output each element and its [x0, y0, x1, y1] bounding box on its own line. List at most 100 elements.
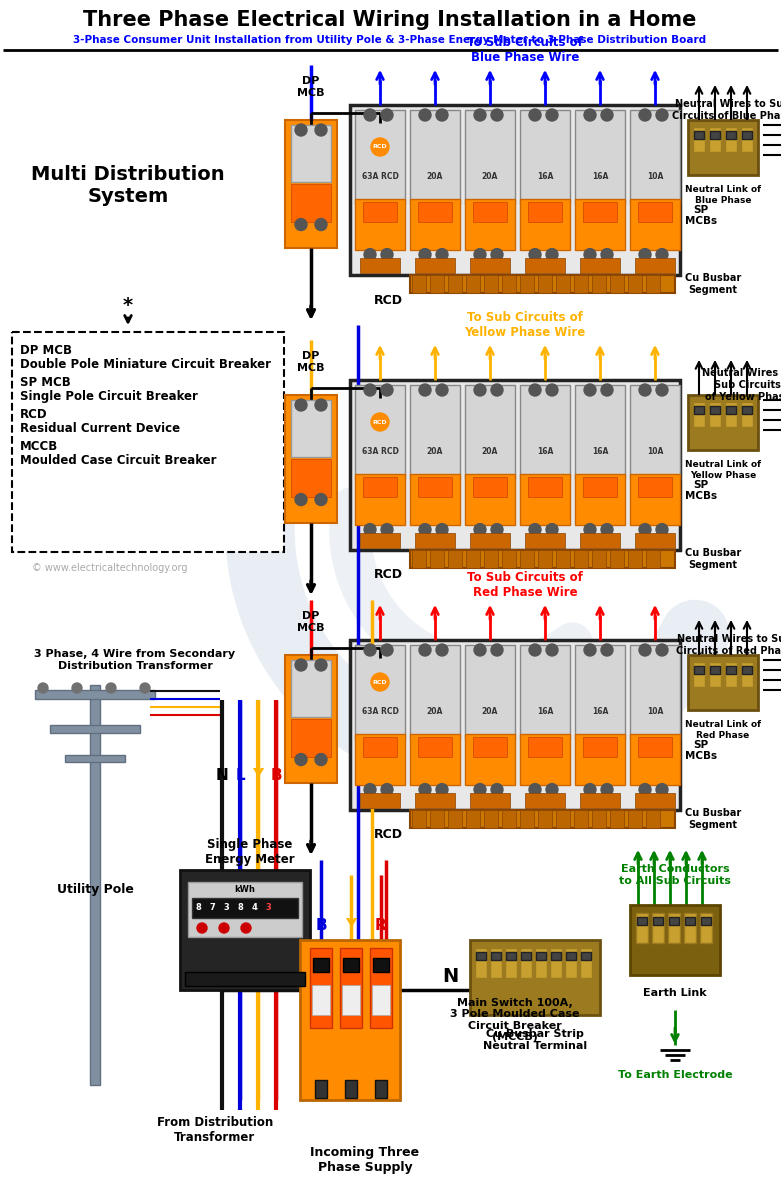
Text: SP
MCBs: SP MCBs	[685, 739, 717, 761]
Text: *: *	[123, 295, 133, 314]
Bar	[630, 474, 680, 524]
Bar	[583, 202, 617, 222]
Bar	[65, 755, 125, 762]
Bar	[35, 690, 155, 698]
Bar	[418, 202, 452, 222]
Text: Single Phase
Energy Meter: Single Phase Energy Meter	[205, 838, 294, 866]
Bar	[520, 646, 570, 738]
Bar	[710, 406, 720, 414]
Circle shape	[419, 644, 431, 656]
Text: 3: 3	[265, 904, 271, 912]
Circle shape	[601, 384, 613, 396]
Circle shape	[436, 109, 448, 121]
Bar	[415, 258, 455, 274]
Circle shape	[364, 384, 376, 396]
Text: RCD: RCD	[373, 679, 387, 684]
Bar	[350, 380, 680, 550]
Bar	[630, 385, 680, 479]
Bar	[50, 725, 140, 733]
Circle shape	[364, 784, 376, 796]
Text: Cu Busbar Strip
Neutral Terminal: Cu Busbar Strip Neutral Terminal	[483, 1030, 587, 1051]
Text: To Sub Circuits of
Yellow Phase Wire: To Sub Circuits of Yellow Phase Wire	[465, 311, 586, 338]
Bar	[373, 958, 389, 972]
Bar	[635, 258, 675, 274]
Bar	[520, 385, 570, 479]
Bar	[575, 733, 625, 785]
Text: 20A: 20A	[426, 707, 443, 716]
Bar	[536, 952, 546, 960]
Bar	[668, 913, 680, 943]
Text: RCD: RCD	[373, 420, 387, 425]
Circle shape	[295, 124, 307, 136]
Bar	[709, 402, 721, 427]
Bar	[610, 810, 624, 828]
Circle shape	[371, 138, 389, 156]
Circle shape	[529, 109, 541, 121]
Text: 16A: 16A	[592, 446, 608, 456]
Text: 16A: 16A	[537, 446, 553, 456]
Bar	[502, 550, 516, 568]
Bar	[550, 948, 562, 978]
Bar	[580, 258, 620, 274]
Bar	[638, 202, 672, 222]
Bar	[628, 550, 642, 568]
Text: kWh: kWh	[234, 886, 255, 894]
Text: R: R	[375, 918, 387, 934]
Circle shape	[106, 683, 116, 692]
Bar	[430, 275, 444, 293]
Circle shape	[491, 523, 503, 535]
Text: Cu Busbar
Segment: Cu Busbar Segment	[685, 274, 741, 295]
Bar	[291, 719, 331, 757]
Text: Moulded Case Circuit Breaker: Moulded Case Circuit Breaker	[20, 454, 216, 467]
Bar	[363, 737, 397, 757]
Bar	[583, 737, 617, 757]
Bar	[291, 458, 331, 497]
Bar	[476, 952, 486, 960]
Text: 20A: 20A	[482, 446, 498, 456]
Bar	[350, 640, 680, 810]
Bar	[355, 198, 405, 250]
Circle shape	[546, 644, 558, 656]
Bar	[473, 476, 507, 497]
Circle shape	[491, 784, 503, 796]
Text: 8: 8	[195, 904, 201, 912]
Circle shape	[381, 784, 393, 796]
Bar	[725, 127, 737, 152]
Text: Incoming Three
Phase Supply: Incoming Three Phase Supply	[310, 1146, 419, 1174]
Bar	[741, 662, 753, 686]
Text: Neutral Wires to Sub
Circuits of Blue Phase: Neutral Wires to Sub Circuits of Blue Ph…	[672, 100, 781, 121]
Circle shape	[639, 784, 651, 796]
Bar	[520, 550, 534, 568]
Bar	[465, 733, 515, 785]
Text: Cu Busbar
Segment: Cu Busbar Segment	[685, 548, 741, 570]
Circle shape	[546, 109, 558, 121]
Circle shape	[584, 523, 596, 535]
Circle shape	[584, 644, 596, 656]
Bar	[345, 1080, 357, 1098]
Bar	[300, 940, 400, 1100]
Bar	[490, 948, 502, 978]
Text: DP MCB: DP MCB	[20, 344, 72, 358]
Bar	[592, 810, 606, 828]
Bar	[185, 972, 305, 986]
Circle shape	[546, 784, 558, 796]
Circle shape	[639, 248, 651, 260]
Bar	[556, 810, 570, 828]
Text: 16A: 16A	[537, 172, 553, 181]
Bar	[465, 110, 515, 204]
Bar	[742, 131, 752, 139]
Bar	[410, 733, 460, 785]
Bar	[636, 913, 648, 943]
Bar	[470, 793, 510, 809]
Bar	[521, 952, 531, 960]
Circle shape	[419, 523, 431, 535]
Circle shape	[381, 384, 393, 396]
Circle shape	[474, 784, 486, 796]
Bar	[291, 400, 331, 457]
Bar	[525, 533, 565, 548]
Circle shape	[436, 644, 448, 656]
Bar	[473, 737, 507, 757]
Text: To Sub Circuits of
Blue Phase Wire: To Sub Circuits of Blue Phase Wire	[467, 36, 583, 64]
Bar	[372, 985, 390, 1015]
Bar	[583, 476, 617, 497]
